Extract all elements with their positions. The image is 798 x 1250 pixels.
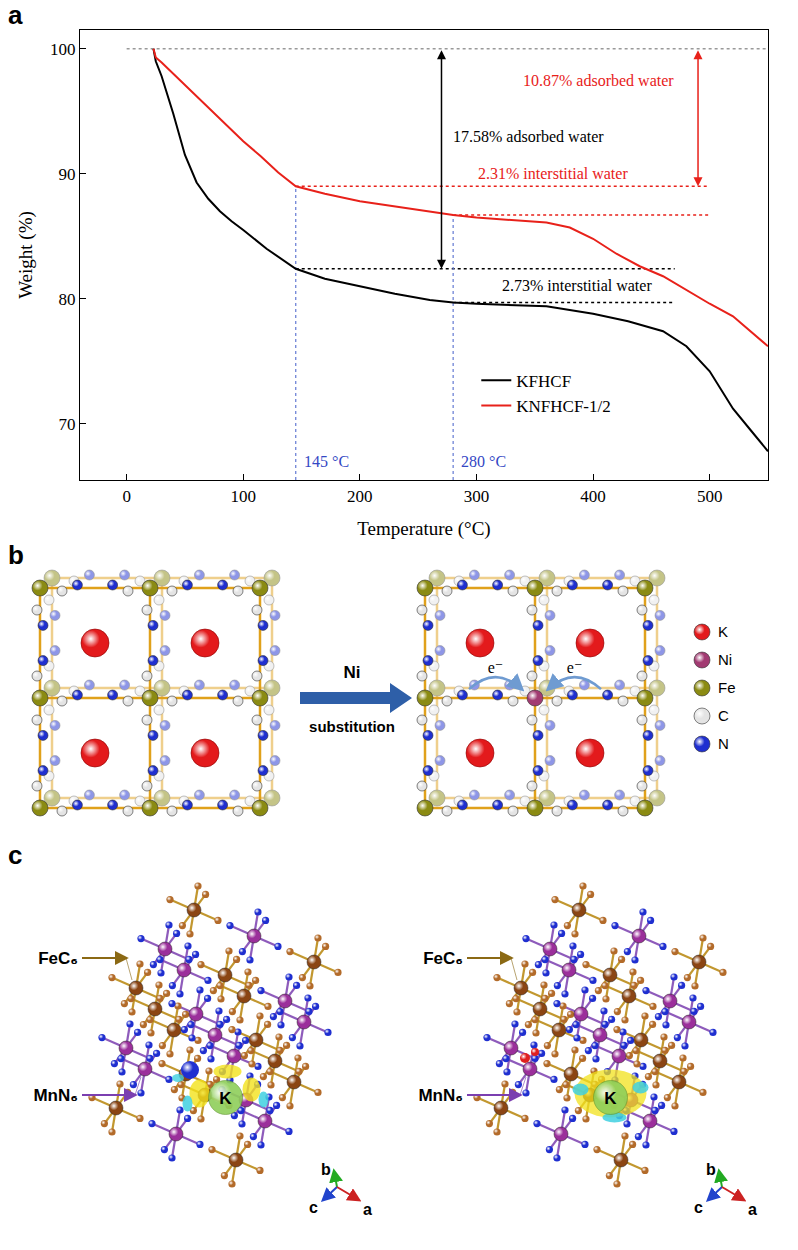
svg-text:C: C bbox=[718, 707, 729, 724]
svg-text:80: 80 bbox=[58, 290, 75, 309]
svg-text:b: b bbox=[8, 540, 24, 570]
svg-text:0: 0 bbox=[122, 487, 131, 506]
svg-text:Temperature (°C): Temperature (°C) bbox=[357, 518, 490, 540]
svg-text:500: 500 bbox=[697, 487, 723, 506]
svg-text:Fe: Fe bbox=[718, 679, 736, 696]
svg-text:c: c bbox=[309, 1199, 318, 1216]
svg-text:K: K bbox=[219, 1089, 232, 1108]
svg-text:17.58% adsorbed water: 17.58% adsorbed water bbox=[453, 128, 604, 145]
svg-text:Ni: Ni bbox=[718, 651, 732, 668]
svg-text:Weight (%): Weight (%) bbox=[15, 211, 37, 299]
svg-text:e⁻: e⁻ bbox=[567, 659, 583, 676]
svg-text:2.73% interstitial water: 2.73% interstitial water bbox=[502, 277, 652, 294]
svg-text:b: b bbox=[321, 1161, 331, 1178]
svg-text:280 °C: 280 °C bbox=[461, 453, 506, 470]
svg-text:e⁻: e⁻ bbox=[488, 659, 504, 676]
svg-text:K: K bbox=[604, 1089, 617, 1108]
svg-text:300: 300 bbox=[464, 487, 490, 506]
svg-text:145 °C: 145 °C bbox=[304, 453, 349, 470]
svg-text:Ni: Ni bbox=[344, 663, 361, 682]
svg-text:c: c bbox=[694, 1199, 703, 1216]
svg-text:K: K bbox=[718, 623, 728, 640]
svg-text:200: 200 bbox=[347, 487, 373, 506]
svg-text:c: c bbox=[8, 840, 22, 870]
svg-text:70: 70 bbox=[58, 415, 75, 434]
svg-text:FeC₆: FeC₆ bbox=[423, 949, 463, 968]
svg-text:KFHCF: KFHCF bbox=[516, 372, 571, 391]
svg-text:substitution: substitution bbox=[309, 718, 395, 735]
svg-text:MnN₆: MnN₆ bbox=[33, 1086, 78, 1105]
svg-text:2.31% interstitial water: 2.31% interstitial water bbox=[478, 165, 628, 182]
svg-text:a: a bbox=[363, 1201, 372, 1218]
svg-text:400: 400 bbox=[580, 487, 606, 506]
svg-text:KNFHCF-1/2: KNFHCF-1/2 bbox=[516, 397, 610, 416]
svg-text:100: 100 bbox=[50, 40, 76, 59]
svg-text:MnN₆: MnN₆ bbox=[418, 1086, 463, 1105]
svg-text:FeC₆: FeC₆ bbox=[38, 949, 78, 968]
svg-text:a: a bbox=[748, 1201, 757, 1218]
svg-text:b: b bbox=[706, 1161, 716, 1178]
svg-text:90: 90 bbox=[58, 165, 75, 184]
svg-text:N: N bbox=[718, 735, 729, 752]
html-text:a: a bbox=[8, 0, 23, 30]
svg-text:10.87% adsorbed water: 10.87% adsorbed water bbox=[523, 72, 674, 89]
svg-text:100: 100 bbox=[231, 487, 257, 506]
